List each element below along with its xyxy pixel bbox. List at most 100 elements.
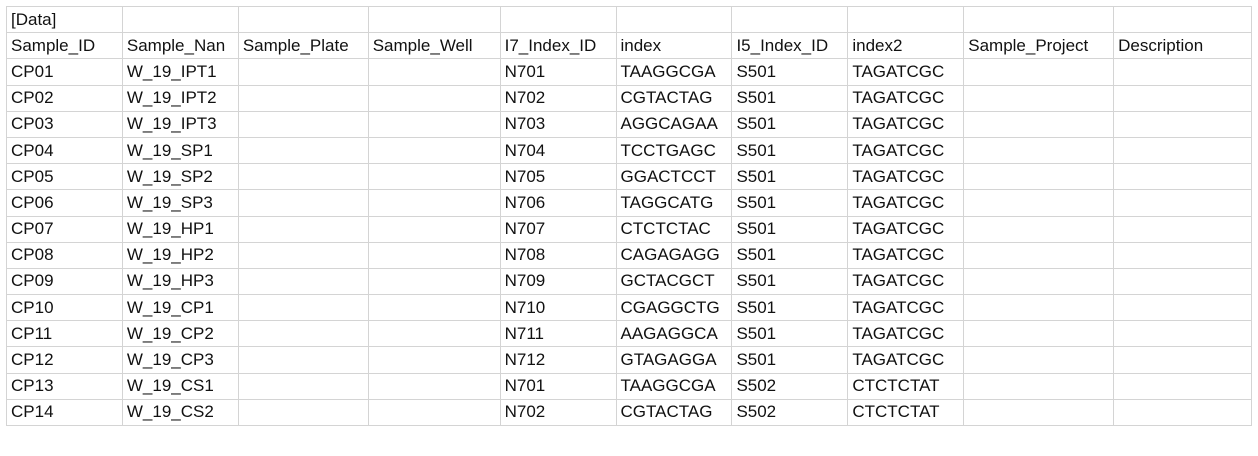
table-cell[interactable] (237, 110, 369, 138)
table-cell[interactable] (1113, 398, 1252, 427)
table-cell[interactable]: S501 (731, 294, 849, 322)
table-cell[interactable] (963, 189, 1115, 217)
table-cell[interactable]: W_19_CS1 (121, 372, 239, 400)
table-cell[interactable]: W_19_CP3 (121, 346, 239, 374)
table-cell[interactable]: N703 (499, 110, 617, 138)
column-header-cell[interactable]: index (615, 32, 733, 60)
table-cell[interactable] (237, 215, 369, 243)
section-header-cell[interactable]: [Data] (6, 6, 123, 34)
table-cell[interactable] (237, 58, 369, 86)
table-cell[interactable]: S501 (731, 215, 849, 243)
table-cell[interactable] (237, 136, 369, 165)
table-cell[interactable]: TAGATCGC (847, 58, 965, 86)
table-cell[interactable]: W_19_CP1 (121, 294, 239, 322)
table-cell[interactable]: W_19_HP2 (121, 241, 239, 269)
table-cell[interactable] (237, 346, 369, 374)
table-cell[interactable]: S501 (731, 84, 849, 112)
table-cell[interactable]: N701 (499, 58, 617, 86)
table-cell[interactable] (963, 215, 1115, 243)
table-cell[interactable]: N711 (499, 320, 617, 348)
table-cell[interactable] (367, 267, 501, 296)
table-cell[interactable] (367, 398, 501, 427)
table-cell[interactable]: W_19_IPT2 (121, 84, 239, 112)
table-cell[interactable]: N706 (499, 189, 617, 217)
column-header-cell[interactable]: I7_Index_ID (499, 32, 617, 60)
table-cell[interactable] (1113, 58, 1252, 86)
table-cell[interactable]: TAGATCGC (847, 267, 965, 296)
table-cell[interactable]: CP01 (6, 58, 123, 86)
table-cell[interactable] (237, 84, 369, 112)
table-cell[interactable]: GGACTCCT (615, 163, 733, 191)
table-cell[interactable]: N712 (499, 346, 617, 374)
table-cell[interactable]: W_19_SP2 (121, 163, 239, 191)
empty-cell[interactable] (615, 6, 733, 34)
table-cell[interactable]: CGTACTAG (615, 84, 733, 112)
table-cell[interactable]: N702 (499, 398, 617, 427)
table-cell[interactable] (237, 241, 369, 269)
table-cell[interactable] (963, 136, 1115, 165)
table-cell[interactable] (963, 58, 1115, 86)
table-cell[interactable]: AGGCAGAA (615, 110, 733, 138)
table-cell[interactable] (1113, 189, 1252, 217)
table-cell[interactable] (963, 163, 1115, 191)
table-cell[interactable]: W_19_IPT1 (121, 58, 239, 86)
table-cell[interactable]: S501 (731, 58, 849, 86)
table-cell[interactable]: CP12 (6, 346, 123, 374)
column-header-cell[interactable]: Sample_ID (6, 32, 123, 60)
table-cell[interactable]: CGAGGCTG (615, 294, 733, 322)
table-cell[interactable] (1113, 320, 1252, 348)
table-cell[interactable]: S501 (731, 320, 849, 348)
table-cell[interactable]: W_19_HP3 (121, 267, 239, 296)
column-header-cell[interactable]: Sample_Plate (237, 32, 369, 60)
table-cell[interactable]: N704 (499, 136, 617, 165)
empty-cell[interactable] (121, 6, 239, 34)
table-cell[interactable] (963, 398, 1115, 427)
empty-cell[interactable] (1113, 6, 1252, 34)
table-cell[interactable] (237, 267, 369, 296)
table-cell[interactable]: CP02 (6, 84, 123, 112)
table-cell[interactable]: S501 (731, 267, 849, 296)
table-cell[interactable]: CP04 (6, 136, 123, 165)
table-cell[interactable] (367, 189, 501, 217)
table-cell[interactable]: N702 (499, 84, 617, 112)
table-cell[interactable]: N710 (499, 294, 617, 322)
table-cell[interactable]: CP10 (6, 294, 123, 322)
table-cell[interactable]: CP09 (6, 267, 123, 296)
table-cell[interactable]: S501 (731, 346, 849, 374)
table-cell[interactable]: GCTACGCT (615, 267, 733, 296)
table-cell[interactable]: TAGATCGC (847, 163, 965, 191)
table-cell[interactable] (963, 110, 1115, 138)
table-cell[interactable]: TAGATCGC (847, 189, 965, 217)
table-cell[interactable]: S501 (731, 136, 849, 165)
table-cell[interactable]: N708 (499, 241, 617, 269)
table-cell[interactable] (367, 84, 501, 112)
table-cell[interactable]: W_19_IPT3 (121, 110, 239, 138)
table-cell[interactable] (963, 294, 1115, 322)
table-cell[interactable] (367, 372, 501, 400)
empty-cell[interactable] (237, 6, 369, 34)
column-header-cell[interactable]: index2 (847, 32, 965, 60)
table-cell[interactable]: GTAGAGGA (615, 346, 733, 374)
table-cell[interactable] (1113, 372, 1252, 400)
table-cell[interactable] (367, 136, 501, 165)
table-cell[interactable]: TAGATCGC (847, 215, 965, 243)
empty-cell[interactable] (847, 6, 965, 34)
table-cell[interactable] (237, 372, 369, 400)
empty-cell[interactable] (367, 6, 501, 34)
table-cell[interactable]: S501 (731, 189, 849, 217)
empty-cell[interactable] (731, 6, 849, 34)
table-cell[interactable]: CP03 (6, 110, 123, 138)
table-cell[interactable] (1113, 346, 1252, 374)
table-cell[interactable]: TAGATCGC (847, 110, 965, 138)
table-cell[interactable] (963, 346, 1115, 374)
table-cell[interactable] (963, 241, 1115, 269)
table-cell[interactable]: W_19_HP1 (121, 215, 239, 243)
table-cell[interactable] (963, 320, 1115, 348)
table-cell[interactable]: CTCTCTAT (847, 372, 965, 400)
table-cell[interactable] (963, 84, 1115, 112)
table-cell[interactable] (963, 267, 1115, 296)
table-cell[interactable]: S501 (731, 110, 849, 138)
table-cell[interactable]: TCCTGAGC (615, 136, 733, 165)
table-cell[interactable]: CP06 (6, 189, 123, 217)
table-cell[interactable]: N705 (499, 163, 617, 191)
